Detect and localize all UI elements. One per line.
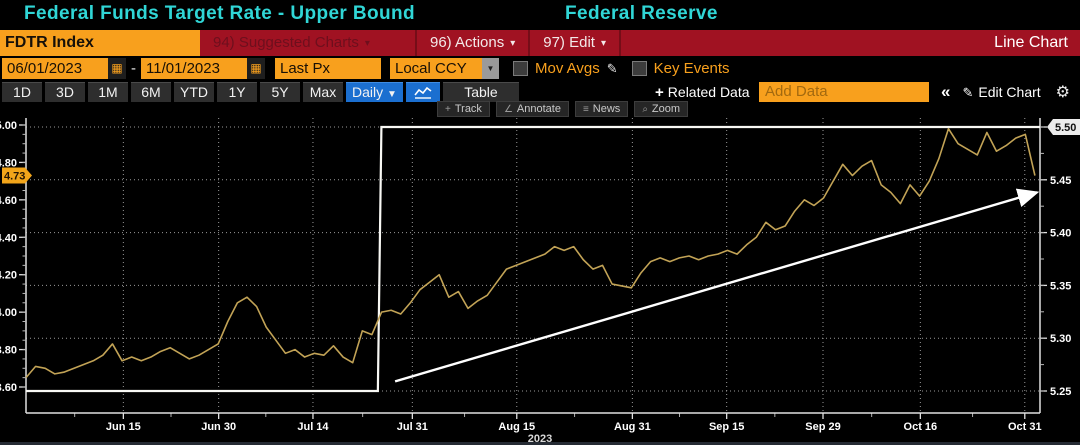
field-bar: 06/01/2023 ▦ - 11/01/2023 ▦ Last Px Loca… bbox=[0, 57, 1080, 80]
right-tick-label: 5.30 bbox=[1050, 333, 1071, 345]
menu-actions[interactable]: 96) Actions ▾ bbox=[430, 34, 516, 51]
pencil-icon[interactable]: ✎ bbox=[606, 60, 618, 76]
page-subtitle: Federal Reserve bbox=[565, 3, 718, 24]
range-button-5y[interactable]: 5Y bbox=[260, 82, 300, 102]
left-tick-label: 3.80 bbox=[0, 345, 17, 357]
range-button-group: 1D 3D 1M 6M YTD 1Y 5Y Max bbox=[2, 82, 343, 102]
chart-option-toolbar: 1D 3D 1M 6M YTD 1Y 5Y Max Daily ▼ Table + Relate… bbox=[0, 81, 1080, 103]
left-tick-label: 4.60 bbox=[0, 195, 17, 207]
news-icon: ≡ bbox=[582, 103, 589, 115]
range-button-6m[interactable]: 6M bbox=[131, 82, 171, 102]
range-button-1y[interactable]: 1Y bbox=[217, 82, 257, 102]
chart-tool-annotate-button[interactable]: ∠ Annotate bbox=[495, 101, 569, 117]
plus-icon: + bbox=[655, 83, 664, 101]
line-chart-icon[interactable] bbox=[405, 82, 440, 102]
chevron-down-icon: ▾ bbox=[364, 38, 370, 49]
end-date-input[interactable]: 11/01/2023 bbox=[141, 58, 247, 79]
calendar-icon[interactable]: ▦ bbox=[247, 58, 265, 79]
menu-suggested-charts[interactable]: 94) Suggested Charts ▾ bbox=[213, 34, 370, 51]
key-events-label: Key Events bbox=[653, 60, 730, 77]
chart-tool-track-button[interactable]: + Track bbox=[437, 101, 490, 117]
frequency-select[interactable]: Daily ▼ bbox=[346, 82, 403, 102]
trend-arrow-annotation bbox=[394, 188, 1040, 383]
left-last-price-value: 4.73 bbox=[4, 171, 25, 183]
date-range-dash: - bbox=[131, 60, 136, 77]
x-tick-label: Jun 15 bbox=[106, 421, 141, 433]
range-button-3d[interactable]: 3D bbox=[45, 82, 85, 102]
x-tick-label: Jul 31 bbox=[397, 421, 428, 433]
title-bar: Federal Funds Target Rate - Upper Bound … bbox=[0, 0, 1080, 29]
key-events-checkbox[interactable] bbox=[631, 61, 647, 76]
settings-gear-icon[interactable]: ⚙ bbox=[1055, 84, 1070, 101]
bottom-edge-strip bbox=[0, 442, 1080, 445]
menu-divider bbox=[528, 30, 531, 56]
start-date-input[interactable]: 06/01/2023 bbox=[2, 58, 108, 79]
mov-avgs-checkbox[interactable] bbox=[513, 61, 528, 76]
x-tick-label: Aug 31 bbox=[614, 421, 651, 433]
in-chart-toolbar: + Track ∠ Annotate ≡ News ⌕ Zoom bbox=[437, 101, 689, 117]
dropdown-arrow-icon: ▼ bbox=[387, 89, 397, 100]
right-tick-label: 5.40 bbox=[1050, 228, 1071, 240]
edit-chart-button[interactable]: ✎ Edit Chart bbox=[962, 83, 1041, 100]
left-tick-label: 4.80 bbox=[0, 157, 17, 169]
line-chart-glyph bbox=[414, 86, 432, 99]
collapse-panel-button[interactable]: « bbox=[941, 82, 951, 101]
track-icon: + bbox=[445, 103, 451, 115]
left-tick-label: 4.00 bbox=[0, 307, 17, 319]
range-button-1m[interactable]: 1M bbox=[88, 82, 128, 102]
currency-dropdown-arrow-icon[interactable]: ▼ bbox=[482, 58, 499, 79]
menu-bar: FDTR Index 94) Suggested Charts ▾ 96) Act… bbox=[0, 30, 1080, 56]
x-tick-label: Oct 16 bbox=[904, 421, 938, 433]
menu-divider bbox=[415, 30, 417, 56]
mov-avgs-label: Mov Avgs bbox=[535, 60, 600, 77]
price-line bbox=[25, 127, 1036, 379]
currency-select[interactable]: Local CCY bbox=[390, 58, 482, 79]
chart-tool-news-button[interactable]: ≡ News bbox=[574, 101, 629, 117]
x-tick-label: Aug 15 bbox=[498, 421, 535, 433]
chevron-down-icon: ▾ bbox=[600, 38, 606, 49]
x-tick-label: Sep 29 bbox=[805, 421, 840, 433]
chevron-down-icon: ▾ bbox=[510, 38, 516, 49]
left-tick-label: 5.00 bbox=[0, 120, 17, 132]
zoom-icon: ⌕ bbox=[642, 103, 648, 115]
left-tick-label: 3.60 bbox=[0, 382, 17, 394]
chart-type-label: Line Chart bbox=[994, 34, 1068, 51]
menu-edit[interactable]: 97) Edit ▾ bbox=[543, 34, 606, 51]
annotate-icon: ∠ bbox=[503, 103, 513, 115]
right-tick-label: 5.45 bbox=[1050, 175, 1071, 187]
right-last-price-value: 5.50 bbox=[1055, 122, 1076, 134]
x-tick-label: Jun 30 bbox=[201, 421, 236, 433]
pencil-icon: ✎ bbox=[962, 84, 974, 100]
related-data-button[interactable]: + Related Data bbox=[655, 83, 750, 101]
x-year-label: 2023 bbox=[528, 433, 552, 445]
range-button-ytd[interactable]: YTD bbox=[174, 82, 214, 102]
right-tick-label: 5.35 bbox=[1050, 280, 1071, 292]
left-tick-label: 4.20 bbox=[0, 270, 17, 282]
x-tick-label: Jul 14 bbox=[297, 421, 329, 433]
range-button-1d[interactable]: 1D bbox=[2, 82, 42, 102]
x-tick-label: Oct 31 bbox=[1008, 421, 1042, 433]
add-data-input[interactable]: Add Data bbox=[759, 82, 930, 102]
page-title: Federal Funds Target Rate - Upper Bound bbox=[24, 3, 416, 24]
right-last-price-tag bbox=[1047, 119, 1080, 135]
table-button[interactable]: Table bbox=[442, 82, 519, 102]
ticker-field[interactable]: FDTR Index bbox=[0, 30, 200, 56]
target-rate-step-line bbox=[26, 125, 1040, 393]
range-button-max[interactable]: Max bbox=[303, 82, 343, 102]
price-field-input[interactable]: Last Px bbox=[275, 58, 381, 79]
right-tick-label: 5.25 bbox=[1050, 386, 1071, 398]
calendar-icon[interactable]: ▦ bbox=[108, 58, 126, 79]
x-tick-label: Sep 15 bbox=[709, 421, 744, 433]
menu-divider bbox=[618, 30, 621, 56]
chart-tool-zoom-button[interactable]: ⌕ Zoom bbox=[634, 101, 689, 117]
left-tick-label: 4.40 bbox=[0, 232, 17, 244]
left-last-price-tag bbox=[2, 167, 32, 184]
